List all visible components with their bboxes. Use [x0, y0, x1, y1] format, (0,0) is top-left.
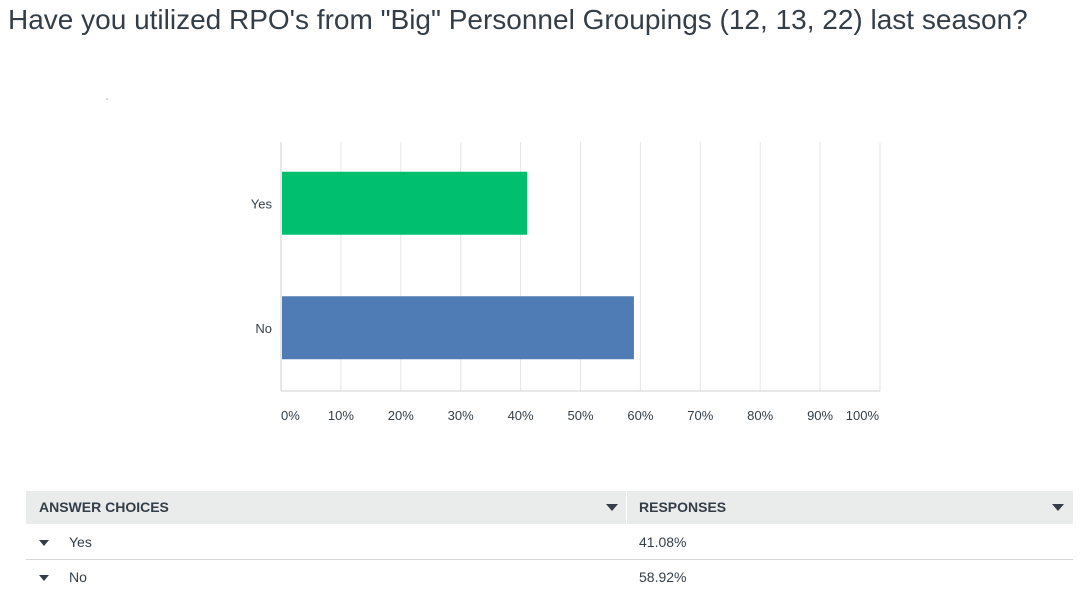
expand-caret-icon[interactable]: [39, 540, 49, 546]
x-tick-label: 80%: [747, 408, 773, 423]
answer-label: Yes: [69, 534, 92, 550]
responses-header: RESPONSES: [639, 499, 727, 515]
x-tick-label: 10%: [328, 408, 354, 423]
x-tick-label: 30%: [448, 408, 474, 423]
x-tick-label: 90%: [807, 408, 833, 423]
x-tick-label: 0%: [281, 408, 300, 423]
x-tick-label: 70%: [687, 408, 713, 423]
y-tick-label: Yes: [251, 196, 273, 211]
table-header: ANSWER CHOICES RESPONSES: [26, 491, 1073, 524]
expand-caret-icon[interactable]: [39, 575, 49, 581]
table-row: Yes 41.08%: [26, 525, 1073, 560]
y-tick-label: No: [255, 321, 272, 336]
response-value: 41.08%: [639, 534, 687, 550]
answer-choices-header: ANSWER CHOICES: [39, 499, 169, 515]
header-divider: [626, 491, 627, 524]
bar-yes: [282, 171, 528, 235]
x-tick-label: 60%: [627, 408, 653, 423]
question-title: Have you utilized RPO's from "Big" Perso…: [8, 4, 1028, 35]
table-row: No 58.92%: [26, 560, 1073, 594]
bar-chart: Yes No 0% 10% 20% 30% 40% 50% 60% 70% 80% 90% 100%: [251, 142, 881, 423]
sort-down-icon[interactable]: [1052, 504, 1064, 511]
x-tick-label: 40%: [508, 408, 534, 423]
x-tick-label: 20%: [388, 408, 414, 423]
decorative-dot: [106, 98, 108, 100]
response-value: 58.92%: [639, 569, 687, 585]
x-tick-label: 100%: [846, 408, 880, 423]
answer-label: No: [69, 569, 87, 585]
x-tick-label: 50%: [567, 408, 593, 423]
sort-down-icon[interactable]: [606, 504, 618, 511]
bar-no: [282, 296, 634, 360]
